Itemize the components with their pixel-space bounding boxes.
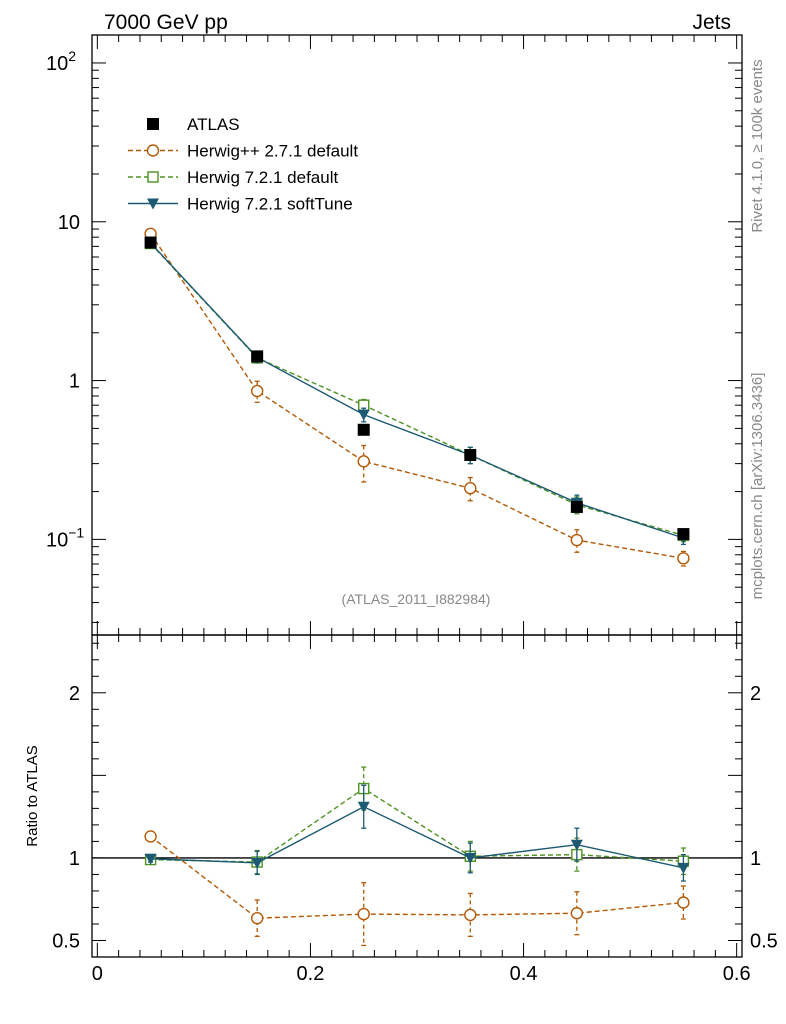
ratio-series-herwig-7-2-1-softtune: [144, 784, 690, 882]
data-point-atlas: [144, 236, 157, 249]
data-point-atlas: [570, 500, 583, 513]
legend-entry-herwig-7-2-1-default: Herwig 7.2.1 default: [128, 168, 338, 187]
ratio-panel-frame: [91, 634, 743, 958]
legend-marker: [147, 118, 159, 130]
legend-entry-herwig-2-7-1-default: Herwig++ 2.7.1 default: [128, 142, 358, 161]
main-y-tick-label: 10: [58, 212, 80, 234]
ratio-point-herwig-7-2-1-softtune: [357, 801, 370, 813]
ratio-y-tick-label-right: 2: [750, 683, 761, 705]
ratio-y-tick-label: 2: [69, 683, 80, 705]
header-energy: 7000 GeV pp: [104, 11, 228, 34]
legend-marker: [147, 198, 159, 210]
main-y-tick-label: 102: [46, 48, 76, 75]
ratio-y-tick-labels: 0.5 0.5 1 1 2 2: [52, 683, 778, 953]
analysis-id-watermark: (ATLAS_2011_I882984): [342, 591, 491, 607]
main-y-tick-exponent: 2: [68, 48, 76, 64]
ratio-line-herwig-2-7-1-default: [150, 835, 684, 919]
x-ticks: [96, 35, 738, 957]
series-atlas: [144, 236, 690, 541]
x-tick-label: 0.2: [297, 963, 325, 985]
ratio-point-herwig-2-7-1-default: [464, 908, 477, 922]
ratio-y-axis-label: Ratio to ATLAS: [24, 745, 41, 846]
main-y-tick-labels: 10−1 1 10 102: [46, 48, 84, 551]
x-tick-label: 0: [92, 963, 103, 985]
ratio-series-group: [144, 766, 690, 947]
ratio-y-tick-label: 0.5: [52, 930, 80, 952]
data-point-herwig-2-7-1-default: [357, 455, 370, 468]
legend-entry-herwig-7-2-1-softtune: Herwig 7.2.1 softTune: [128, 195, 353, 214]
legend-entry-atlas: ATLAS: [147, 115, 240, 134]
ratio-y-tick-label-right: 0.5: [750, 930, 778, 952]
x-tick-label: 0.6: [723, 963, 751, 985]
ratio-error-bar-herwig-2-7-1-default: [254, 899, 260, 938]
ratio-point-herwig-2-7-1-default: [570, 907, 584, 920]
legend-label: ATLAS: [187, 115, 240, 134]
data-point-herwig-2-7-1-default: [250, 384, 264, 398]
ratio-point-herwig-7-2-1-softtune: [570, 839, 583, 851]
data-point-herwig-2-7-1-default: [570, 533, 584, 547]
ratio-series-herwig-2-7-1-default: [144, 830, 690, 947]
main-series-group: [144, 227, 690, 567]
error-bar-herwig-2-7-1-default: [574, 529, 580, 553]
legend-label: Herwig 7.2.1 default: [187, 168, 338, 187]
ratio-point-herwig-7-2-1-softtune: [144, 853, 157, 865]
data-point-herwig-7-2-1-softtune: [357, 409, 370, 421]
x-tick-label: 0.4: [510, 963, 538, 985]
rivet-version-text: Rivet 4.1.0, ≥ 100k events: [749, 59, 766, 232]
data-point-atlas: [677, 528, 690, 541]
series-line-herwig-7-2-1-default: [150, 243, 684, 537]
series-herwig-7-2-1-default: [144, 237, 690, 543]
header-observable: Jets: [692, 11, 731, 34]
series-line-herwig-2-7-1-default: [150, 233, 684, 560]
series-herwig-2-7-1-default: [144, 227, 690, 567]
legend-label: Herwig 7.2.1 softTune: [187, 195, 353, 214]
main-y-tick-label: 1: [69, 371, 80, 393]
ratio-line-herwig-7-2-1-softtune: [150, 805, 684, 869]
legend-label: Herwig++ 2.7.1 default: [187, 142, 358, 161]
ratio-y-tick-label: 1: [69, 848, 80, 870]
legend-marker: [147, 171, 159, 183]
ratio-point-herwig-2-7-1-default: [144, 830, 157, 843]
main-y-tick-label: 10−1: [46, 524, 84, 551]
mcplots-reference-text: mcplots.cern.ch [arXiv:1306.3436]: [749, 373, 766, 600]
main-y-tick-exponent: −1: [68, 524, 84, 540]
ratio-point-herwig-7-2-1-softtune: [464, 852, 477, 864]
data-point-herwig-2-7-1-default: [464, 482, 477, 495]
legend: ATLAS Herwig++ 2.7.1 default Herwig 7.2.1 …: [128, 115, 358, 214]
ratio-point-herwig-2-7-1-default: [677, 896, 690, 909]
data-point-atlas: [251, 350, 264, 363]
x-tick-labels: 0 0.2 0.4 0.6: [92, 963, 751, 985]
ratio-point-herwig-2-7-1-default: [250, 911, 264, 925]
main-y-ticks: [92, 62, 742, 623]
series-herwig-7-2-1-softtune: [144, 238, 690, 546]
data-point-atlas: [357, 423, 370, 436]
legend-marker: [146, 144, 160, 157]
error-bar-herwig-2-7-1-default: [361, 444, 367, 483]
ratio-y-ticks: [92, 642, 742, 958]
data-point-herwig-2-7-1-default: [677, 552, 690, 565]
ratio-point-herwig-7-2-1-softtune: [251, 857, 264, 869]
data-point-atlas: [464, 448, 477, 461]
ratio-point-herwig-7-2-1-softtune: [677, 862, 690, 874]
ratio-y-tick-label-right: 1: [750, 848, 761, 870]
error-bar-herwig-2-7-1-default: [467, 476, 473, 502]
series-line-herwig-7-2-1-softtune: [150, 242, 684, 539]
ratio-point-herwig-2-7-1-default: [357, 907, 370, 921]
